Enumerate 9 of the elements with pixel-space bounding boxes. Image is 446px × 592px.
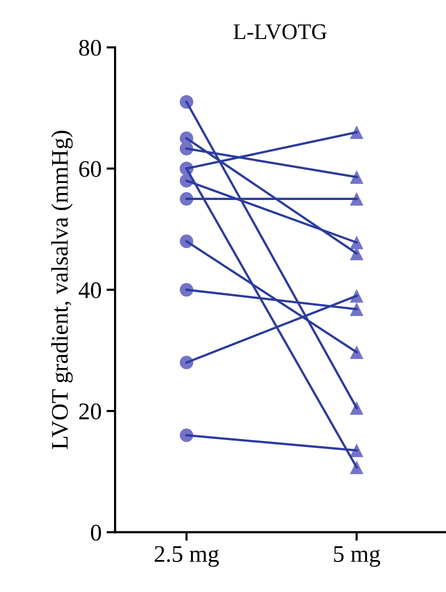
y-tick-label: 0 [90,524,101,541]
y-tick-label: 20 [79,403,101,420]
y-axis-title: LVOT gradient, valsalva (mmHg) [51,130,73,450]
y-tick-label: 40 [78,282,101,298]
y-tick-label: 80 [79,40,101,56]
y-tick-label: 60 [79,161,101,177]
chart-title: L-LVOTG [234,24,327,40]
x-tick-label: 2.5 mg [154,546,219,567]
x-tick-label: 5 mg [334,546,380,567]
